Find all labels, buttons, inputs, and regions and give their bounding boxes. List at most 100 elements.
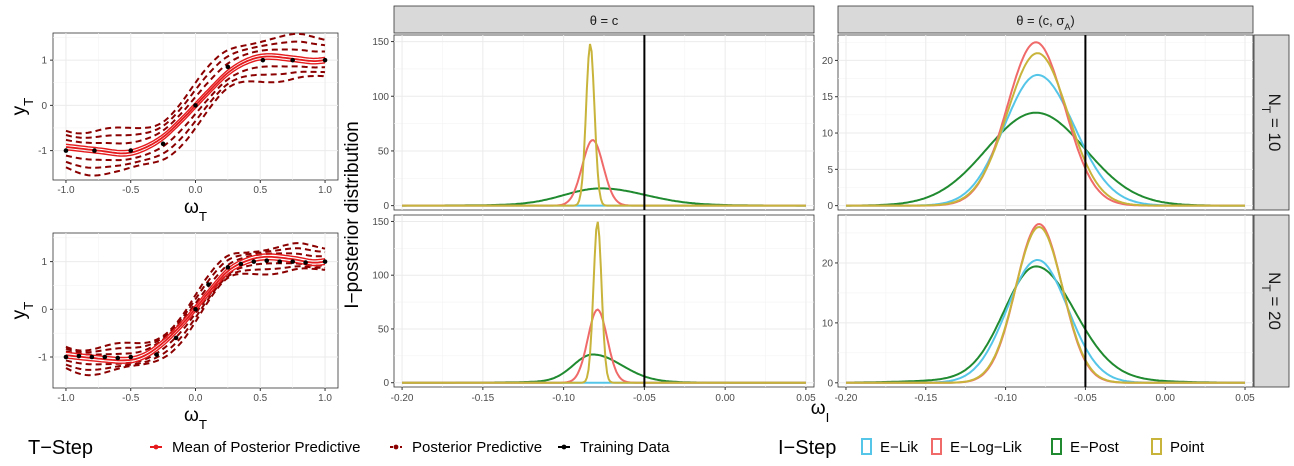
training-point	[63, 354, 69, 360]
training-point	[154, 352, 159, 357]
y-tick-label: 1	[41, 257, 47, 268]
training-point	[277, 259, 283, 264]
density-curve-point	[402, 221, 806, 384]
x-tick-label: 0.5	[253, 393, 267, 404]
x-tick-label: -0.20	[835, 393, 858, 404]
x-tick-label: 0.00	[715, 393, 735, 404]
y-tick-label: 0	[41, 101, 47, 112]
training-point	[160, 141, 166, 147]
legend-key	[558, 444, 570, 450]
y-tick-label: 50	[378, 146, 390, 157]
legend: T−Step Mean of Posterior Predictive Poster…	[28, 437, 1205, 459]
posterior-mean-line	[65, 53, 326, 152]
posterior-predictive-line	[65, 32, 326, 135]
posterior-predictive-line	[65, 267, 326, 377]
training-point	[76, 353, 82, 359]
training-point	[206, 282, 211, 287]
y-tick-label: 15	[822, 92, 834, 103]
training-point	[173, 335, 179, 341]
density-curve-e-post	[846, 111, 1245, 207]
posterior-predictive-line	[65, 40, 326, 139]
training-point	[290, 259, 295, 264]
x-tick-label: -0.5	[122, 185, 140, 196]
x-tick-label: -0.05	[1074, 393, 1097, 404]
training-panel-top: -1.0 -0.5 0.0 0.5 1.0 -1 0 1 ωT yT	[9, 32, 339, 224]
training-point	[102, 354, 108, 360]
posterior-predictive-line	[65, 242, 326, 352]
x-axis-title: ωT	[184, 405, 207, 432]
x-tick-label: 0.05	[1235, 393, 1255, 404]
legend-label: Mean of Posterior Predictive	[172, 439, 360, 456]
training-point	[225, 265, 231, 270]
x-tick-label: -0.10	[994, 393, 1017, 404]
training-point	[290, 57, 295, 63]
training-panel-bottom: -1.0 -0.5 0.0 0.5 1.0 -1 0 1 ωT yT	[9, 232, 339, 432]
training-point	[322, 259, 328, 264]
x-tick-label: -0.20	[391, 393, 414, 404]
posterior-predictive-line	[65, 48, 326, 145]
training-point	[63, 148, 69, 153]
density-curve-point	[846, 52, 1245, 207]
training-point	[238, 261, 244, 267]
x-tick-label: -0.15	[471, 393, 494, 404]
training-point	[128, 148, 134, 153]
y-axis-title: yT	[9, 98, 36, 116]
column-strip-label: θ = c	[590, 13, 619, 28]
x-tick-label: 1.0	[318, 393, 332, 404]
training-point	[251, 259, 257, 264]
legend-key-box	[861, 438, 872, 455]
y-tick-label: 100	[372, 271, 389, 282]
y-tick-label: 0	[827, 201, 833, 212]
legend-key-box	[931, 438, 942, 455]
column-strip	[393, 5, 815, 34]
training-point	[264, 258, 270, 263]
training-point	[193, 307, 198, 312]
training-point	[92, 148, 97, 153]
legend-key	[390, 444, 402, 450]
y-tick-label: 50	[378, 324, 390, 335]
x-tick-label: -0.5	[122, 393, 140, 404]
legend-label: Point	[1170, 439, 1205, 456]
x-tick-label: 0.5	[253, 185, 267, 196]
x-tick-label: -0.05	[633, 393, 656, 404]
posterior-predictive-line	[65, 70, 326, 169]
y-tick-label: 20	[822, 258, 834, 269]
posterior-predictive-line	[65, 247, 326, 354]
posterior-panel: 0 50 100 150 -0.20 -0.15 -0.10 -0.05 0.00 0.05	[372, 214, 816, 404]
y-tick-label: 1	[41, 56, 47, 67]
training-point	[193, 103, 198, 108]
x-tick-label: -0.15	[914, 393, 937, 404]
x-tick-label: 0.0	[189, 185, 203, 196]
legend-key-box	[1051, 438, 1062, 455]
y-tick-label: 10	[822, 129, 834, 140]
posterior-mean-line	[65, 58, 325, 157]
posterior-y-axis-title: I−posterior distribution	[342, 121, 363, 308]
y-tick-label: 0	[41, 305, 47, 316]
training-point	[89, 354, 95, 360]
y-tick-label: -1	[38, 146, 47, 157]
x-tick-label: 1.0	[318, 185, 332, 196]
training-point	[322, 57, 328, 63]
posterior-predictive-line	[65, 265, 326, 371]
y-tick-label: 20	[822, 56, 834, 67]
row-strip	[1253, 34, 1290, 211]
y-tick-label: 10	[822, 318, 834, 329]
legend-label: E−Post	[1070, 439, 1120, 456]
legend-key	[150, 444, 162, 450]
legend-key-point	[561, 444, 567, 450]
y-tick-label: 0	[827, 378, 833, 389]
posterior-predictive-line	[65, 252, 325, 356]
density-curve-point	[846, 225, 1245, 384]
x-tick-label: -1.0	[57, 185, 75, 196]
x-tick-label: 0.00	[1155, 393, 1175, 404]
training-point	[303, 260, 308, 265]
y-tick-label: -1	[38, 353, 47, 364]
legend-label: Training Data	[580, 439, 670, 456]
legend-key-point	[393, 444, 399, 450]
y-tick-label: 100	[372, 92, 389, 103]
y-axis-title: yT	[9, 302, 36, 320]
posterior-predictive-line	[65, 74, 326, 177]
legend-label: Posterior Predictive	[412, 439, 542, 456]
